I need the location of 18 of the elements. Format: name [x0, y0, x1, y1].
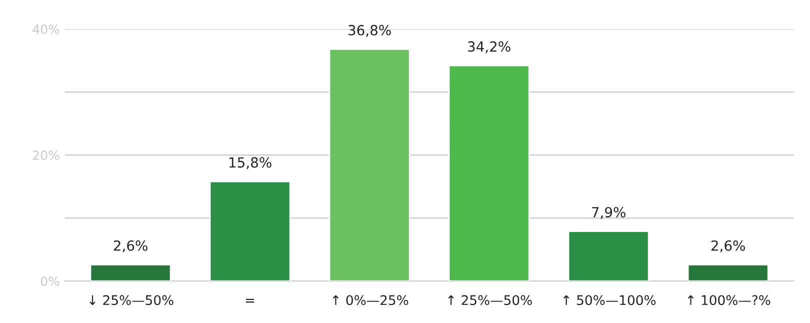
x-tick-label: ↑ 25%—50%	[448, 295, 532, 306]
x-tick-label: ↓ 25%—50%	[90, 295, 174, 306]
data-label: 36,8%	[348, 24, 391, 37]
data-label: 2,6%	[114, 240, 148, 252]
bar	[568, 230, 650, 282]
x-tick-label: ↑ 50%—100%	[564, 295, 656, 306]
bar	[687, 264, 769, 282]
data-label: 2,6%	[711, 240, 745, 252]
x-tick-label: ↑ 100%—?%	[688, 295, 770, 306]
data-label: 7,9%	[592, 206, 626, 219]
data-label: 34,2%	[468, 41, 510, 54]
x-tick-label: ↑ 0%—25%	[332, 295, 408, 306]
bar	[90, 264, 172, 282]
data-label: 15,8%	[230, 157, 272, 170]
bar	[448, 64, 530, 282]
bar	[328, 48, 410, 282]
bar	[209, 180, 291, 282]
x-tick-label: =	[246, 298, 254, 303]
